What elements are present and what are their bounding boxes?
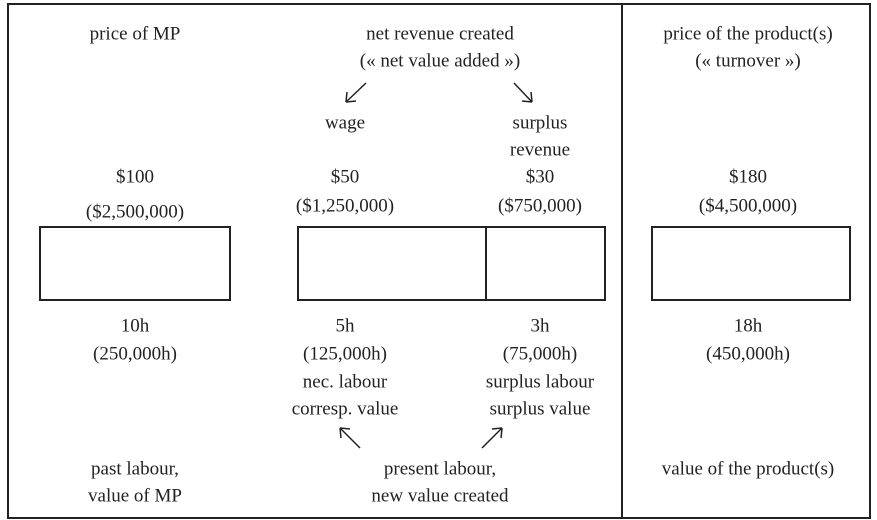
net-revenue-box bbox=[297, 226, 606, 301]
price-total: ($2,500,000) bbox=[86, 201, 184, 222]
footer: new value created bbox=[371, 485, 509, 506]
hours: 3h bbox=[531, 315, 551, 336]
labour: corresp. value bbox=[292, 398, 399, 419]
heading: price of the product(s) bbox=[663, 23, 832, 44]
label: revenue bbox=[510, 139, 570, 160]
labour: nec. labour bbox=[303, 371, 388, 392]
footer: value of the product(s) bbox=[662, 458, 835, 479]
price: $180 bbox=[729, 166, 767, 187]
heading: net revenue created bbox=[366, 23, 514, 44]
hours: 18h bbox=[734, 315, 763, 336]
price-total: ($1,250,000) bbox=[296, 195, 394, 216]
hours-total: (250,000h) bbox=[93, 343, 177, 364]
footer: value of MP bbox=[88, 485, 182, 506]
hours-total: (75,000h) bbox=[503, 343, 577, 364]
mp-box bbox=[39, 226, 231, 301]
price: $30 bbox=[526, 166, 555, 187]
labour: surplus value bbox=[490, 398, 591, 419]
price-total: ($750,000) bbox=[498, 195, 582, 216]
arrows bbox=[339, 82, 533, 449]
label: surplus bbox=[513, 112, 568, 133]
product-box bbox=[651, 226, 851, 301]
hours: 5h bbox=[336, 315, 356, 336]
price: $50 bbox=[331, 166, 360, 187]
footer: past labour, bbox=[91, 458, 179, 479]
hours: 10h bbox=[121, 315, 150, 336]
labour: surplus labour bbox=[486, 371, 595, 392]
heading: price of MP bbox=[90, 23, 181, 44]
heading: (« net value added ») bbox=[360, 50, 520, 71]
price-total: ($4,500,000) bbox=[699, 195, 797, 216]
hours-total: (450,000h) bbox=[706, 343, 790, 364]
label: wage bbox=[325, 112, 365, 133]
price: $100 bbox=[116, 166, 154, 187]
outer-border bbox=[7, 3, 871, 519]
footer: present labour, bbox=[384, 458, 496, 479]
hours-total: (125,000h) bbox=[303, 343, 387, 364]
heading: (« turnover ») bbox=[695, 50, 801, 71]
